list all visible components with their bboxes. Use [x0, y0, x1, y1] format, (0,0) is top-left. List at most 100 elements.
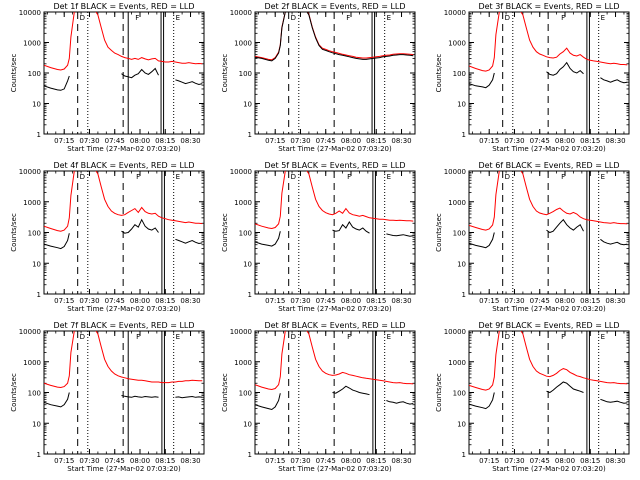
- interval-label: E: [601, 14, 605, 22]
- interval-label: E: [387, 333, 391, 341]
- y-tick-label: 10: [243, 260, 252, 268]
- lld-series-line: [44, 171, 203, 232]
- x-axis-label: Start Time (27-Mar-02 07:03:20): [492, 305, 606, 313]
- y-tick-label: 10: [32, 420, 41, 428]
- y-tick-label: 10: [32, 260, 41, 268]
- x-tick-label: 08:00: [555, 137, 575, 145]
- series-group: [469, 12, 628, 89]
- interval-label: E: [387, 173, 391, 181]
- events-series-line: [469, 61, 628, 89]
- interval-label: E: [176, 173, 180, 181]
- y-tick-label: 1000: [448, 199, 466, 207]
- x-tick-label: 07:45: [105, 457, 125, 465]
- lld-series-line: [44, 12, 203, 71]
- detector-panel: Det 9f BLACK = Events, RED = LLD 1 10 100 10…: [435, 321, 630, 473]
- y-tick-label: 100: [28, 390, 41, 398]
- x-tick-label: 08:15: [580, 297, 600, 305]
- x-tick-label: 08:00: [555, 297, 575, 305]
- interval-label: E: [176, 14, 180, 22]
- y-tick-label: 10000: [19, 9, 41, 17]
- lld-series-line: [469, 331, 628, 391]
- panel-title: Det 8f BLACK = Events, RED = LLD: [264, 321, 405, 330]
- panel-title: Det 2f BLACK = Events, RED = LLD: [264, 2, 405, 11]
- y-tick-label: 1000: [234, 359, 252, 367]
- y-tick-label: 1000: [234, 199, 252, 207]
- x-tick-label: 07:30: [504, 457, 524, 465]
- y-tick-label: 10000: [19, 328, 41, 336]
- plot-frame: [43, 11, 205, 135]
- y-tick-label: 100: [239, 230, 252, 238]
- x-tick-label: 08:30: [391, 457, 411, 465]
- x-tick-label: 08:30: [180, 297, 200, 305]
- x-tick-label: 08:15: [155, 137, 175, 145]
- interval-label: D: [505, 333, 510, 341]
- interval-label: E: [601, 333, 605, 341]
- x-axis-label: Start Time (27-Mar-02 07:03:20): [278, 465, 392, 473]
- x-axis-label: Start Time (27-Mar-02 07:03:20): [492, 145, 606, 153]
- interval-label: D: [505, 173, 510, 181]
- x-tick-label: 08:00: [341, 137, 361, 145]
- y-tick-label: 1: [462, 291, 466, 299]
- y-tick-label: 100: [28, 70, 41, 78]
- detector-panel: Det 2f BLACK = Events, RED = LLD 1 10 100 10…: [221, 2, 416, 153]
- x-tick-label: 07:30: [79, 297, 99, 305]
- detector-panel: Det 4f BLACK = Events, RED = LLD 1 10 100 10…: [10, 161, 205, 313]
- y-axis-label: Counts/sec: [10, 54, 18, 93]
- events-series-line: [255, 12, 414, 62]
- interval-label: F: [347, 173, 351, 181]
- x-tick-label: 07:45: [105, 137, 125, 145]
- y-tick-label: 1: [37, 131, 41, 139]
- x-tick-label: 07:15: [265, 457, 285, 465]
- y-axis-label: Counts/sec: [221, 54, 229, 93]
- panel-title: Det 5f BLACK = Events, RED = LLD: [264, 161, 405, 170]
- x-axis-label: Start Time (27-Mar-02 07:03:20): [67, 305, 181, 313]
- y-tick-label: 10: [457, 101, 466, 109]
- y-tick-label: 10000: [230, 168, 252, 176]
- x-tick-label: 08:30: [391, 297, 411, 305]
- y-tick-label: 10000: [19, 168, 41, 176]
- y-axis-label: Counts/sec: [435, 54, 443, 93]
- x-tick-label: 07:15: [479, 297, 499, 305]
- events-series-line: [44, 67, 203, 91]
- x-tick-label: 08:15: [366, 137, 386, 145]
- y-tick-label: 1000: [23, 199, 41, 207]
- interval-label: F: [561, 173, 565, 181]
- x-tick-label: 07:45: [316, 137, 336, 145]
- x-tick-label: 07:15: [54, 457, 74, 465]
- y-tick-label: 1000: [448, 40, 466, 48]
- panel-title: Det 9f BLACK = Events, RED = LLD: [478, 321, 619, 330]
- y-axis-label: Counts/sec: [435, 373, 443, 412]
- x-tick-label: 07:30: [504, 137, 524, 145]
- events-series-line: [255, 385, 414, 411]
- interval-label: F: [561, 14, 565, 22]
- y-tick-label: 1: [37, 451, 41, 459]
- y-tick-label: 1: [248, 291, 252, 299]
- x-tick-label: 08:30: [180, 137, 200, 145]
- interval-label: E: [176, 333, 180, 341]
- x-tick-label: 07:30: [290, 137, 310, 145]
- y-tick-label: 100: [453, 390, 466, 398]
- y-tick-label: 10000: [444, 168, 466, 176]
- events-series-line: [44, 218, 203, 250]
- x-tick-label: 07:15: [479, 137, 499, 145]
- interval-label: F: [346, 14, 350, 22]
- x-tick-label: 08:00: [555, 457, 575, 465]
- series-group: [469, 171, 628, 249]
- x-tick-label: 08:00: [130, 457, 150, 465]
- x-tick-label: 07:30: [290, 457, 310, 465]
- interval-label: F: [561, 333, 565, 341]
- series-group: [255, 12, 414, 62]
- series-group: [44, 171, 203, 250]
- events-series-line: [469, 218, 628, 249]
- plot-frame: [468, 11, 630, 135]
- y-tick-label: 10: [243, 420, 252, 428]
- y-tick-label: 1: [462, 451, 466, 459]
- x-tick-label: 07:45: [316, 297, 336, 305]
- events-series-line: [44, 392, 203, 408]
- x-tick-label: 08:30: [391, 137, 411, 145]
- panel-title: Det 1f BLACK = Events, RED = LLD: [53, 2, 194, 11]
- x-axis-label: Start Time (27-Mar-02 07:03:20): [67, 145, 181, 153]
- y-axis-label: Counts/sec: [10, 213, 18, 252]
- series-group: [44, 331, 203, 408]
- x-tick-label: 08:15: [366, 457, 386, 465]
